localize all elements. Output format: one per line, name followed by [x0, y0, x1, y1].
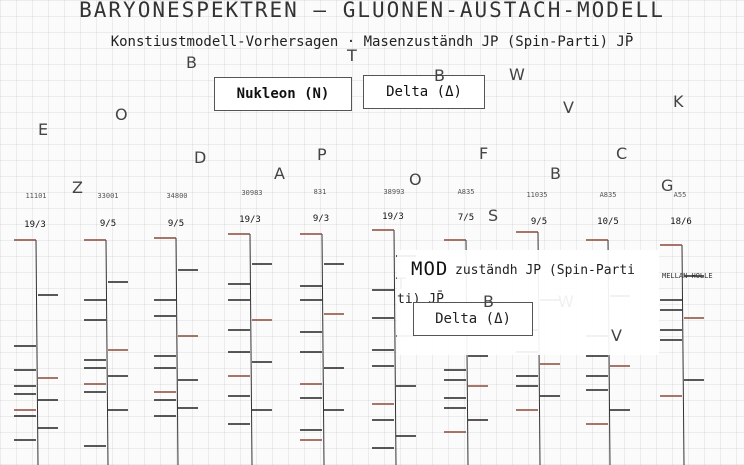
- column-axis: [321, 233, 325, 465]
- column-axis: [393, 229, 397, 465]
- column-code: 11035: [526, 191, 548, 199]
- column-code: 30983: [241, 189, 263, 197]
- floating-letter: T: [347, 46, 357, 65]
- floating-letter: B: [483, 292, 494, 311]
- column-spin: 19/3: [239, 215, 261, 225]
- column-spin: 7/5: [457, 213, 475, 223]
- page-title: BARYONESPEKTREN — GLUONEN-AUSTACH-MODELL: [79, 0, 665, 22]
- floating-letter: A: [274, 164, 285, 183]
- column-code: 34800: [166, 192, 188, 200]
- floating-letter: F: [479, 144, 489, 163]
- column-spin: 9/5: [99, 219, 117, 229]
- floating-letter: Z: [72, 178, 83, 197]
- column-code: A835: [599, 191, 617, 199]
- floating-letter: B: [550, 164, 561, 183]
- column-spin: 9/3: [312, 214, 330, 224]
- overlay-delta-button[interactable]: Delta (Δ): [413, 302, 533, 336]
- column-spin: 10/5: [597, 217, 619, 227]
- overlay-panel: MOD zuständh JP (Spin-Parti ti) JP̄ Delt…: [397, 250, 659, 355]
- column-axis: [249, 233, 253, 465]
- column-code: 38993: [383, 188, 405, 196]
- column-spin: 9/5: [530, 217, 548, 227]
- column-axis: [681, 244, 685, 465]
- column-spin: 18/6: [670, 217, 692, 227]
- floating-letter: V: [611, 326, 622, 345]
- floating-letter: D: [194, 148, 207, 167]
- floating-letter: O: [115, 105, 128, 124]
- overlay-subtitle-1: zuständh JP (Spin-Parti: [455, 263, 636, 278]
- side-label: MELLAN HOLLE: [662, 272, 713, 280]
- floating-letter: E: [38, 120, 49, 139]
- overlay-title: MOD: [411, 258, 449, 280]
- column-axis: [105, 239, 109, 465]
- floating-letter: B: [186, 53, 197, 72]
- nucleon-button[interactable]: Nukleon (N): [214, 77, 352, 111]
- floating-letter: O: [409, 170, 422, 189]
- column-code: 11101: [25, 192, 47, 200]
- column-spin: 19/3: [24, 220, 46, 230]
- floating-letter: C: [616, 144, 628, 163]
- floating-letter: S: [488, 206, 499, 225]
- floating-letter: B: [434, 66, 445, 85]
- floating-letter: P: [317, 145, 327, 164]
- floating-letter: K: [673, 92, 684, 111]
- column-spin: 9/5: [167, 219, 185, 229]
- column-axis: [175, 237, 179, 465]
- column-axis: [35, 239, 39, 465]
- column-code: 33001: [97, 192, 119, 200]
- column-code: A55: [673, 191, 687, 199]
- floating-letter: W: [509, 65, 525, 84]
- page-subtitle: Konstiustmodell-Vorhersagen · Masenzustä…: [110, 34, 634, 50]
- column-code: 831: [313, 188, 327, 196]
- delta-button[interactable]: Delta (Δ): [363, 75, 485, 109]
- floating-letter: G: [661, 176, 674, 195]
- floating-letter: V: [563, 98, 574, 117]
- column-spin: 19/3: [382, 212, 404, 222]
- level-lines: [14, 229, 704, 465]
- column-code: A835: [457, 188, 475, 196]
